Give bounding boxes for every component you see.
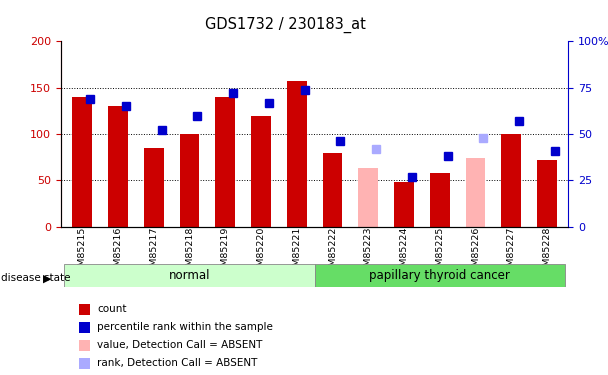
Text: GSM85223: GSM85223: [364, 227, 373, 279]
Text: GSM85227: GSM85227: [507, 227, 516, 278]
Bar: [215, 97, 235, 227]
Text: GSM85218: GSM85218: [185, 227, 194, 278]
Bar: [64, 264, 315, 287]
Text: count: count: [97, 304, 127, 314]
Bar: [537, 160, 557, 227]
Text: GSM85224: GSM85224: [399, 227, 409, 278]
Text: value, Detection Call = ABSENT: value, Detection Call = ABSENT: [97, 340, 263, 350]
Text: GSM85228: GSM85228: [542, 227, 551, 278]
Text: GSM85225: GSM85225: [435, 227, 444, 278]
Bar: [359, 168, 378, 227]
Text: GDS1732 / 230183_at: GDS1732 / 230183_at: [206, 17, 366, 33]
Bar: [394, 182, 414, 227]
Text: disease state: disease state: [1, 273, 71, 283]
Bar: [502, 134, 521, 227]
Text: percentile rank within the sample: percentile rank within the sample: [97, 322, 273, 332]
Text: GSM85221: GSM85221: [292, 227, 301, 278]
Text: papillary thyroid cancer: papillary thyroid cancer: [369, 269, 510, 282]
Text: rank, Detection Call = ABSENT: rank, Detection Call = ABSENT: [97, 358, 258, 368]
Bar: [108, 106, 128, 227]
Text: GSM85219: GSM85219: [221, 227, 230, 278]
Bar: [323, 153, 342, 227]
Bar: [287, 81, 306, 227]
Bar: [251, 116, 271, 227]
Text: ▶: ▶: [43, 273, 52, 283]
Text: GSM85226: GSM85226: [471, 227, 480, 278]
Bar: [180, 134, 199, 227]
Text: GSM85222: GSM85222: [328, 227, 337, 278]
Text: GSM85220: GSM85220: [257, 227, 266, 278]
Text: normal: normal: [169, 269, 210, 282]
Bar: [430, 173, 449, 227]
Bar: [315, 264, 565, 287]
Bar: [144, 148, 164, 227]
Bar: [466, 158, 485, 227]
Text: GSM85217: GSM85217: [149, 227, 158, 278]
Text: GSM85215: GSM85215: [78, 227, 87, 278]
Text: GSM85216: GSM85216: [114, 227, 122, 278]
Bar: [72, 97, 92, 227]
